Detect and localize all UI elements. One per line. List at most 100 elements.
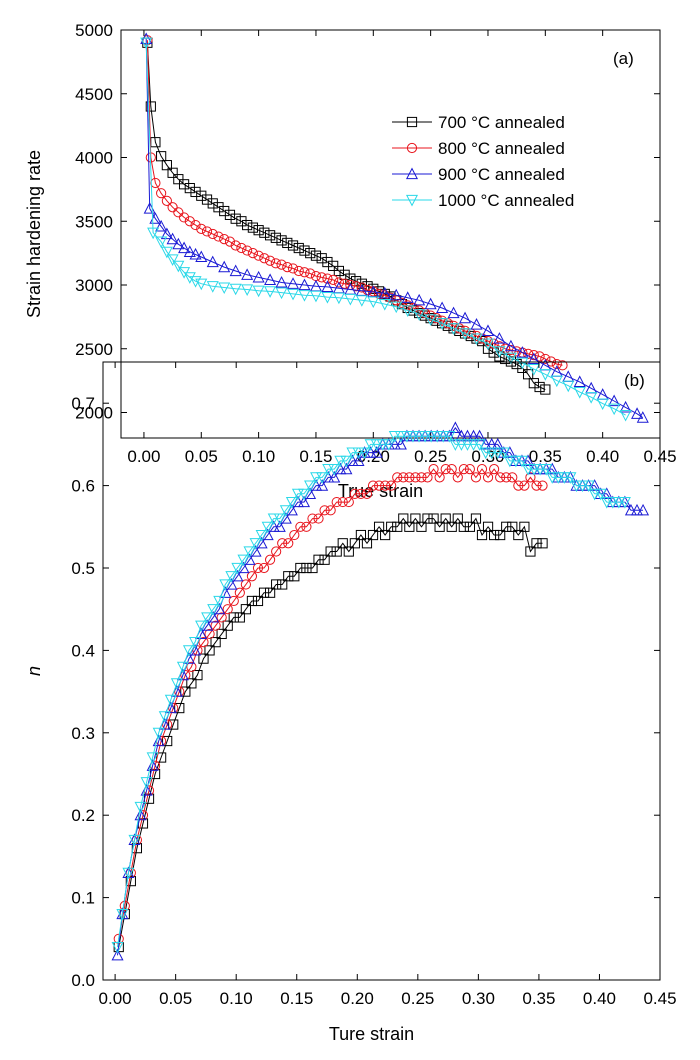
data-point	[155, 219, 168, 232]
data-point	[328, 464, 341, 476]
data-point	[277, 579, 288, 590]
data-point	[431, 431, 444, 443]
y-tick-label: 5000	[75, 21, 113, 40]
data-point	[313, 554, 324, 565]
data-point	[352, 447, 365, 460]
data-point	[279, 505, 292, 517]
data-point	[410, 472, 421, 483]
data-point	[434, 521, 445, 532]
data-point	[618, 496, 631, 509]
data-point	[289, 571, 300, 582]
data-point	[189, 247, 202, 260]
data-point	[258, 587, 270, 598]
data-point	[189, 637, 202, 649]
y-tick-label: 3500	[75, 212, 113, 231]
data-point	[452, 472, 463, 483]
data-point	[373, 521, 385, 532]
series-triangle-up	[140, 32, 649, 423]
data-point	[241, 284, 254, 296]
data-point	[340, 455, 353, 468]
data-point	[307, 513, 318, 524]
data-point	[434, 472, 445, 483]
data-point	[352, 454, 365, 466]
data-point	[485, 437, 498, 450]
data-point	[459, 328, 472, 340]
data-point	[172, 237, 185, 250]
y-tick-label: 0.4	[71, 641, 95, 660]
data-point	[470, 472, 482, 483]
data-point	[247, 248, 258, 259]
x-tick-label: 0.25	[401, 989, 434, 1008]
data-point	[286, 277, 300, 289]
data-point	[287, 263, 299, 274]
data-point	[349, 488, 360, 499]
y-tick-label: 0.5	[71, 559, 95, 578]
data-point	[222, 620, 233, 631]
data-point	[275, 275, 288, 288]
y-tick-label: 4500	[75, 85, 113, 104]
data-point	[539, 369, 552, 381]
data-point	[501, 472, 512, 483]
data-point	[310, 250, 322, 261]
x-tick-label: 0.05	[185, 447, 218, 466]
data-point	[446, 521, 457, 532]
data-point	[404, 521, 415, 532]
data-point	[392, 521, 403, 532]
data-point	[147, 227, 160, 240]
y-tick-label: 2500	[75, 340, 113, 359]
data-point	[470, 513, 482, 524]
data-point	[481, 338, 495, 351]
data-point	[546, 472, 559, 484]
y-axis-label: n	[24, 666, 44, 676]
data-point	[516, 346, 529, 358]
data-point	[228, 595, 239, 607]
data-point	[195, 278, 208, 291]
data-point	[313, 513, 324, 524]
data-point	[195, 250, 208, 263]
data-point	[162, 735, 173, 747]
data-point	[322, 256, 333, 268]
data-point	[196, 223, 207, 234]
data-point	[291, 488, 304, 501]
x-tick-label: 0.35	[529, 447, 562, 466]
data-point	[531, 480, 542, 491]
data-point	[224, 236, 236, 247]
data-point	[207, 198, 218, 209]
data-point	[424, 297, 437, 310]
data-point	[528, 464, 541, 476]
data-point	[493, 346, 506, 358]
data-point	[166, 232, 179, 245]
data-point	[349, 538, 360, 549]
data-point	[182, 645, 195, 657]
legend: 700 °C annealed 800 °C annealed 900 °C ann…	[392, 113, 574, 210]
data-point	[447, 323, 460, 335]
plot-frame	[120, 29, 661, 439]
data-point	[528, 378, 539, 389]
series-line	[117, 427, 643, 956]
data-point	[619, 400, 632, 413]
data-point	[189, 276, 202, 288]
legend-marker	[406, 142, 418, 154]
data-point	[283, 571, 294, 582]
data-point	[361, 488, 373, 499]
data-point	[319, 505, 330, 516]
data-point	[447, 306, 460, 319]
data-point	[310, 472, 323, 484]
data-point	[276, 235, 287, 246]
x-tick-label: 0.05	[159, 989, 192, 1008]
data-point	[198, 653, 209, 664]
data-point	[207, 604, 220, 616]
data-point	[525, 546, 536, 557]
data-point	[230, 240, 241, 251]
data-point	[218, 282, 231, 295]
data-point	[304, 480, 317, 493]
y-tick-label: 0.7	[71, 394, 95, 413]
data-point	[515, 455, 528, 468]
data-point	[178, 179, 190, 190]
data-point	[322, 273, 333, 284]
series-line	[145, 38, 644, 419]
data-point	[298, 290, 311, 302]
data-point	[355, 488, 367, 499]
data-point	[264, 255, 276, 266]
data-point	[201, 612, 214, 624]
